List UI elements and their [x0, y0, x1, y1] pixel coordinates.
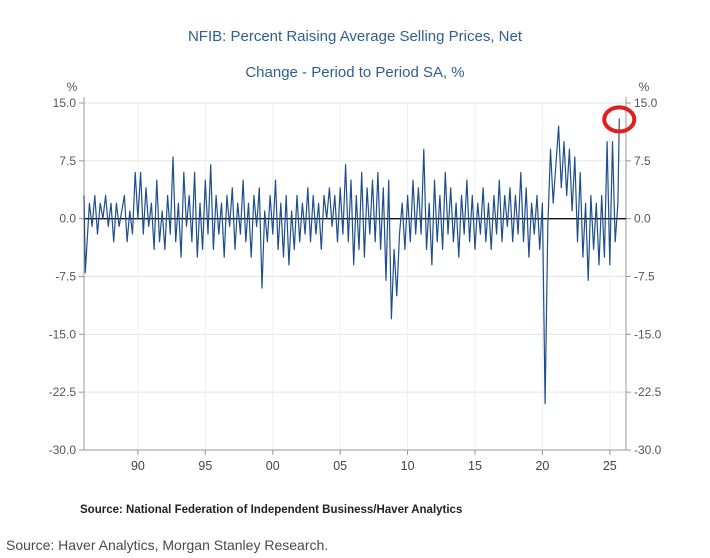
- chart-subtitle: Change - Period to Period SA, %: [245, 64, 465, 81]
- y-unit-label-left: %: [67, 80, 78, 94]
- y-tick-label-left: -22.5: [49, 385, 77, 399]
- highlight-circle: [602, 105, 637, 134]
- y-tick-label-right: -30.0: [634, 443, 662, 457]
- x-tick-label: 20: [535, 459, 549, 473]
- y-tick-label-left: 15.0: [53, 96, 77, 110]
- x-tick-label: 15: [468, 459, 482, 473]
- x-tick-label: 90: [131, 459, 145, 473]
- y-tick-label-right: 7.5: [634, 154, 651, 168]
- y-tick-label-left: -15.0: [49, 327, 77, 341]
- y-axis-right: % 15.0 7.5 0.0 -7.5 -15.0 -22.5 -30.0: [626, 80, 662, 457]
- source-note-footer: Source: Haver Analytics, Morgan Stanley …: [6, 537, 329, 553]
- series-line: [83, 118, 620, 405]
- series-group: [83, 118, 620, 405]
- y-tick-label-left: -30.0: [49, 443, 77, 457]
- y-unit-label-right: %: [639, 80, 650, 94]
- source-note-chart: Source: National Federation of Independe…: [80, 504, 463, 516]
- y-tick-label-right: -7.5: [634, 270, 655, 284]
- x-tick-label: 00: [266, 459, 280, 473]
- y-tick-label-right: -15.0: [634, 327, 662, 341]
- chart-title: NFIB: Percent Raising Average Selling Pr…: [187, 28, 523, 45]
- x-tick-label: 95: [198, 459, 212, 473]
- y-tick-label-right: 0.0: [634, 212, 651, 226]
- highlight-group: [602, 105, 637, 134]
- y-tick-label-left: 7.5: [59, 154, 76, 168]
- x-tick-label: 25: [603, 459, 617, 473]
- y-axis-left: % 15.0 7.5 0.0 -7.5 -15.0 -22.5 -30.0: [49, 80, 84, 457]
- x-tick-label: 05: [333, 459, 347, 473]
- y-tick-label-right: 15.0: [634, 96, 658, 110]
- y-tick-label-left: 0.0: [59, 212, 76, 226]
- x-tick-label: 10: [401, 459, 415, 473]
- x-axis: 90 95 00 05 10 15 20 25: [131, 450, 617, 473]
- y-tick-label-right: -22.5: [634, 385, 662, 399]
- y-tick-label-left: -7.5: [55, 270, 76, 284]
